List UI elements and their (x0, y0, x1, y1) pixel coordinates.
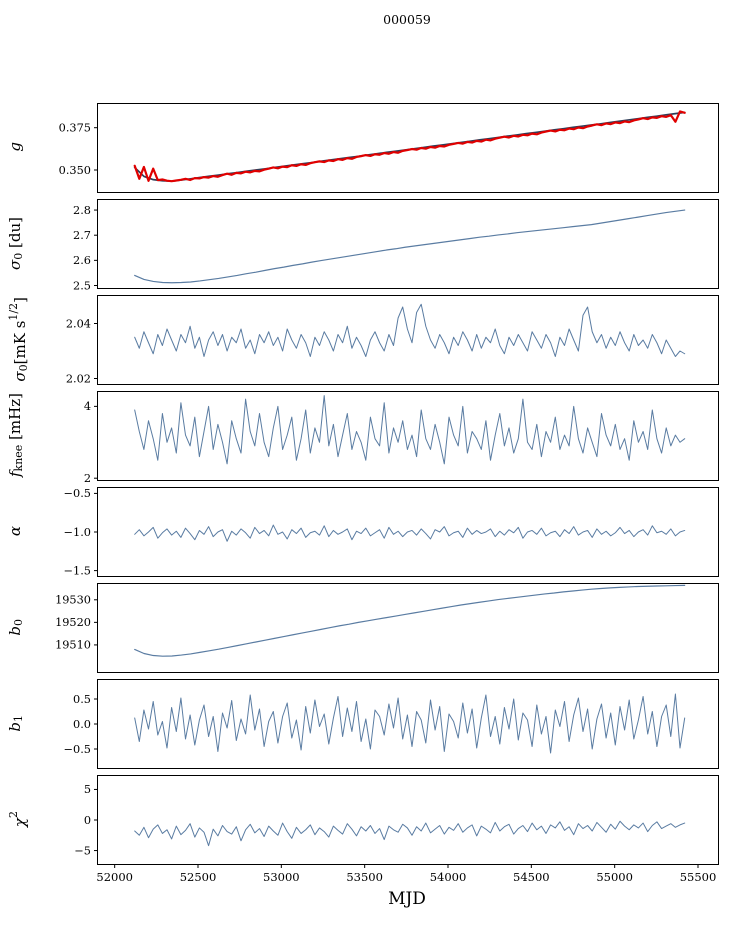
panel-g: g 0.350 0.375 (0, 103, 729, 193)
svg-text:2.6: 2.6 (73, 254, 91, 267)
svg-text:54000: 54000 (430, 870, 467, 884)
plot-area-g: 0.350 0.375 (59, 103, 719, 193)
y-axis-label-g: g (6, 142, 24, 152)
svg-text:55000: 55000 (596, 870, 633, 884)
svg-text:52000: 52000 (96, 870, 133, 884)
x-axis-label: MJD (388, 889, 426, 909)
svg-text:−1.5: −1.5 (64, 564, 91, 577)
y-axis-label-fknee: fknee [mHz] (6, 392, 25, 478)
plot-area-b0: 19510 19520 19530 (55, 583, 719, 673)
svg-text:4: 4 (84, 400, 91, 413)
plot-sigma0-mK: 2.02 2.04 (66, 303, 686, 385)
svg-text:52500: 52500 (180, 870, 217, 884)
plot-area-alpha: −1.5 −1.0 −0.5 (64, 487, 719, 577)
plot-b1: −0.5 0.0 0.5 (64, 693, 686, 756)
panel-sigma0-du: σ0 [du] 2.5 2.6 2.7 2.8 (0, 199, 729, 292)
svg-text:0: 0 (84, 814, 91, 827)
svg-text:−5: −5 (74, 844, 91, 857)
svg-text:0.350: 0.350 (59, 164, 91, 177)
svg-text:0.5: 0.5 (73, 693, 91, 706)
y-axis-label-sigma0-mK: σ0[mK s1/2] (7, 296, 30, 382)
svg-text:53500: 53500 (346, 870, 383, 884)
svg-text:−1.0: −1.0 (64, 526, 91, 539)
svg-text:2.02: 2.02 (66, 372, 91, 385)
svg-text:19520: 19520 (55, 616, 91, 629)
panel-sigma0-mK: σ0[mK s1/2] 2.02 2.04 (0, 295, 729, 385)
svg-text:2: 2 (84, 472, 91, 485)
plot-g: 0.350 0.375 (59, 110, 686, 183)
plot-fknee: 24 (84, 395, 686, 485)
plot-area-sigma0-du: 2.5 2.6 2.7 2.8 (73, 199, 719, 292)
svg-text:5: 5 (84, 783, 91, 796)
plot-area-b1: −0.5 0.0 0.5 (64, 679, 719, 769)
svg-text:0.375: 0.375 (59, 121, 91, 134)
svg-text:2.5: 2.5 (73, 279, 91, 292)
svg-text:2.04: 2.04 (66, 317, 91, 330)
svg-text:19510: 19510 (55, 639, 91, 652)
svg-text:−0.5: −0.5 (64, 487, 91, 500)
svg-text:2.7: 2.7 (73, 229, 91, 242)
plot-area-chi2: −5 0 5 52000 52500 53000 53500 54000 54500 55000 5… (74, 775, 719, 884)
panel-alpha: α −1.5 −1.0 −0.5 (0, 487, 729, 577)
svg-text:54500: 54500 (513, 870, 550, 884)
panel-b0: b0 19510 19520 19530 (0, 583, 729, 673)
figure-title: 000059 (383, 12, 431, 27)
plot-sigma0-du: 2.5 2.6 2.7 2.8 (73, 204, 686, 292)
svg-text:2.8: 2.8 (73, 204, 91, 217)
svg-text:19530: 19530 (55, 594, 91, 607)
plot-area-sigma0-mK: 2.02 2.04 (66, 295, 719, 385)
svg-text:−0.5: −0.5 (64, 743, 91, 756)
plot-b0: 19510 19520 19530 (55, 584, 686, 657)
panel-b1: b1 −0.5 0.0 0.5 (0, 679, 729, 769)
svg-text:55500: 55500 (680, 870, 717, 884)
panel-chi2: χ2 −5 0 5 52000 52500 53000 53500 54000 54500 550… (0, 775, 729, 884)
svg-text:0.0: 0.0 (73, 718, 91, 731)
svg-text:53000: 53000 (263, 870, 300, 884)
plot-chi2: −5 0 5 52000 52500 53000 53500 54000 54500 55000 5… (74, 783, 716, 884)
plot-alpha: −1.5 −1.0 −0.5 (64, 487, 686, 577)
